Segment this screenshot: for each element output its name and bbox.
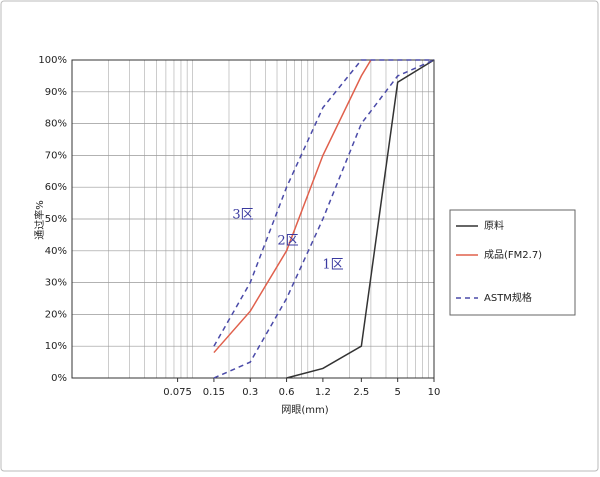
y-axis-label: 通过率% — [33, 200, 46, 240]
y-tick-label: 20% — [45, 309, 67, 320]
y-tick-label: 10% — [45, 341, 67, 352]
x-tick-label: 0.3 — [242, 387, 258, 398]
y-tick-label: 70% — [45, 150, 67, 161]
y-tick-label: 60% — [45, 182, 67, 193]
y-tick-label: 80% — [45, 119, 67, 130]
x-axis-label: 网眼(mm) — [281, 404, 328, 416]
x-tick-label: 10 — [428, 387, 441, 398]
legend-label: 成品(FM2.7) — [484, 249, 542, 261]
y-tick-label: 30% — [45, 278, 67, 289]
series-line — [213, 59, 435, 379]
legend-box — [449, 209, 576, 316]
x-tick-label: 0.075 — [163, 387, 192, 398]
x-tick-label: 1.2 — [315, 387, 331, 398]
zone-label: 1区 — [322, 258, 343, 273]
x-tick-label: 2.5 — [353, 387, 369, 398]
series-line — [213, 59, 372, 354]
legend-label: ASTM规格 — [484, 291, 532, 304]
x-tick-label: 0.15 — [203, 387, 225, 398]
legend-label: 原料 — [484, 219, 504, 232]
x-tick-label: 5 — [394, 387, 400, 398]
x-tick-label: 0.6 — [279, 387, 295, 398]
y-tick-label: 0% — [51, 373, 67, 384]
series-line — [286, 59, 435, 379]
plot-border — [71, 59, 435, 379]
y-tick-label: 100% — [38, 55, 67, 66]
zone-label: 3区 — [232, 208, 253, 223]
zone-label: 2区 — [277, 234, 298, 249]
y-tick-label: 90% — [45, 87, 67, 98]
y-tick-label: 40% — [45, 246, 67, 257]
y-tick-label: 50% — [45, 214, 67, 225]
series-line — [213, 59, 434, 347]
